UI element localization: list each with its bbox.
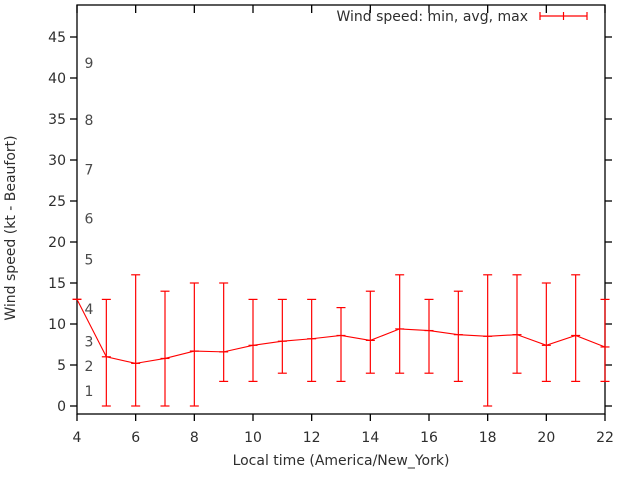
beaufort-label: 3	[85, 335, 94, 351]
x-tick-label: 6	[131, 430, 140, 446]
errorbar	[101, 298, 111, 407]
errorbar	[424, 298, 434, 374]
y-tick-label: 35	[48, 112, 66, 128]
errorbar	[600, 298, 610, 382]
y-tick-label: 5	[57, 358, 66, 374]
x-tick-label: 20	[537, 430, 555, 446]
x-tick-label: 22	[596, 430, 614, 446]
errorbar	[277, 298, 287, 374]
x-tick-label: 14	[361, 430, 379, 446]
avg-line	[76, 299, 606, 364]
x-axis-ticks: 4 6 8 10 12 14 16 18 20 22	[73, 5, 614, 446]
legend: Wind speed: min, avg, max	[336, 9, 588, 25]
y-tick-label: 45	[48, 30, 66, 46]
beaufort-label: 1	[85, 384, 94, 400]
errorbar	[248, 298, 258, 382]
errorbar	[365, 290, 375, 374]
x-tick-label: 10	[244, 430, 262, 446]
errorbar	[483, 274, 493, 407]
y-tick-label: 15	[48, 276, 66, 292]
beaufort-label: 9	[85, 56, 94, 72]
errorbar	[512, 274, 522, 374]
errorbar	[307, 298, 317, 382]
errorbar	[131, 274, 141, 407]
errorbar	[395, 274, 405, 374]
y-tick-label: 0	[57, 399, 66, 415]
x-tick-label: 12	[303, 430, 321, 446]
y-tick-label: 10	[48, 317, 66, 333]
wind-errorbar-series	[72, 274, 610, 407]
y-axis-title: Wind speed (kt - Beaufort)	[3, 135, 19, 320]
errorbar	[571, 274, 581, 382]
beaufort-label: 6	[85, 212, 94, 228]
x-tick-label: 18	[479, 430, 497, 446]
errorbar	[219, 282, 229, 382]
x-tick-label: 4	[73, 430, 82, 446]
legend-errorbar-sample	[539, 12, 588, 20]
errorbar	[160, 290, 170, 407]
legend-label: Wind speed: min, avg, max	[336, 9, 528, 25]
y-tick-label: 40	[48, 71, 66, 87]
beaufort-scale-labels: 1 2 3 4 5 6 7 8 9	[85, 56, 94, 400]
beaufort-label: 8	[85, 113, 94, 129]
beaufort-label: 5	[85, 253, 94, 269]
beaufort-label: 7	[85, 162, 94, 178]
beaufort-label: 4	[85, 302, 94, 318]
plot-border	[76, 4, 606, 415]
y-tick-label: 30	[48, 153, 66, 169]
errorbar	[453, 290, 463, 382]
y-tick-label: 20	[48, 235, 66, 251]
errorbar	[336, 307, 346, 382]
x-tick-label: 16	[420, 430, 438, 446]
x-tick-label: 8	[190, 430, 199, 446]
errorbar	[189, 282, 199, 407]
x-axis-title: Local time (America/New_York)	[233, 453, 450, 469]
errorbar	[541, 282, 551, 382]
beaufort-label: 2	[85, 359, 94, 375]
y-tick-label: 25	[48, 194, 66, 210]
